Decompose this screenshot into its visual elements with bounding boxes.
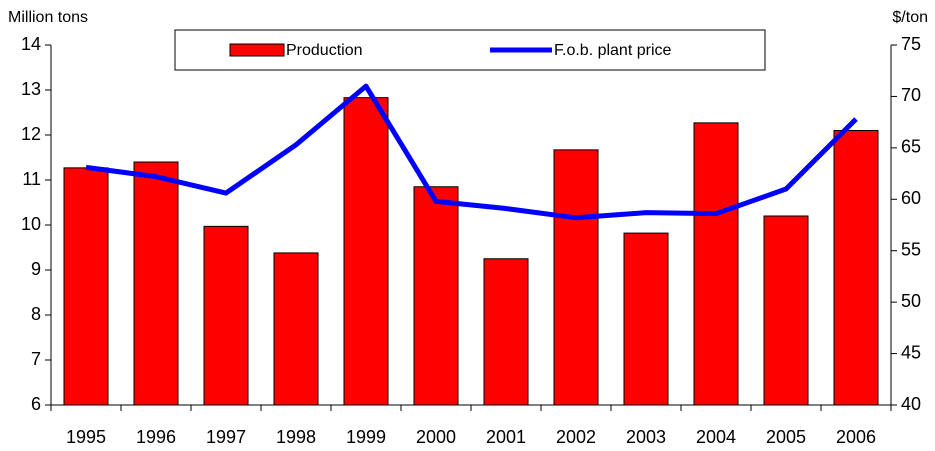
y-tick-label: 9 xyxy=(31,259,41,279)
y-tick-label: 11 xyxy=(22,169,41,189)
x-tick-label: 2002 xyxy=(556,427,596,447)
x-tick-label: 2004 xyxy=(696,427,736,447)
y-tick-label: 7 xyxy=(31,349,41,369)
x-tick-label: 2006 xyxy=(836,427,876,447)
legend-label: F.o.b. plant price xyxy=(554,42,672,59)
y2-tick-label: 75 xyxy=(901,34,921,54)
bar xyxy=(413,186,459,406)
bar xyxy=(63,167,109,406)
y2-tick-label: 55 xyxy=(901,239,921,259)
x-tick-label: 2000 xyxy=(416,427,456,447)
bar xyxy=(553,149,599,406)
x-tick-label: 1997 xyxy=(206,427,246,447)
y-tick-label: 13 xyxy=(21,79,41,99)
y-tick-label: 14 xyxy=(21,34,41,54)
y2-tick-label: 50 xyxy=(901,291,921,311)
legend-swatch xyxy=(229,43,285,57)
y2-tick-label: 45 xyxy=(901,342,921,362)
legend-label: Production xyxy=(286,42,363,59)
y2-tick-label: 60 xyxy=(901,188,921,208)
bar xyxy=(483,258,529,406)
y-tick-label: 10 xyxy=(21,214,41,234)
y-tick-label: 12 xyxy=(21,124,41,144)
price-line xyxy=(85,83,858,221)
y-axis-title: Million tons xyxy=(8,9,88,26)
x-tick-label: 2005 xyxy=(766,427,806,447)
x-tick-label: 1996 xyxy=(136,427,176,447)
y2-tick-label: 70 xyxy=(901,85,921,105)
x-tick-label: 1995 xyxy=(66,427,106,447)
bar xyxy=(273,252,319,406)
y2-tick-label: 65 xyxy=(901,137,921,157)
bar xyxy=(343,97,389,406)
y2-axis-title: $/ton xyxy=(892,9,928,26)
bar xyxy=(133,161,179,406)
bar xyxy=(763,215,809,406)
y-tick-label: 8 xyxy=(31,304,41,324)
bar xyxy=(203,225,249,406)
x-tick-label: 1998 xyxy=(276,427,316,447)
bar xyxy=(623,232,669,406)
x-tick-label: 1999 xyxy=(346,427,386,447)
x-tick-label: 2003 xyxy=(626,427,666,447)
bar xyxy=(693,122,739,406)
bar xyxy=(833,130,879,406)
x-tick-label: 2001 xyxy=(486,427,526,447)
y2-tick-label: 40 xyxy=(901,394,921,414)
y-tick-label: 6 xyxy=(31,394,41,414)
